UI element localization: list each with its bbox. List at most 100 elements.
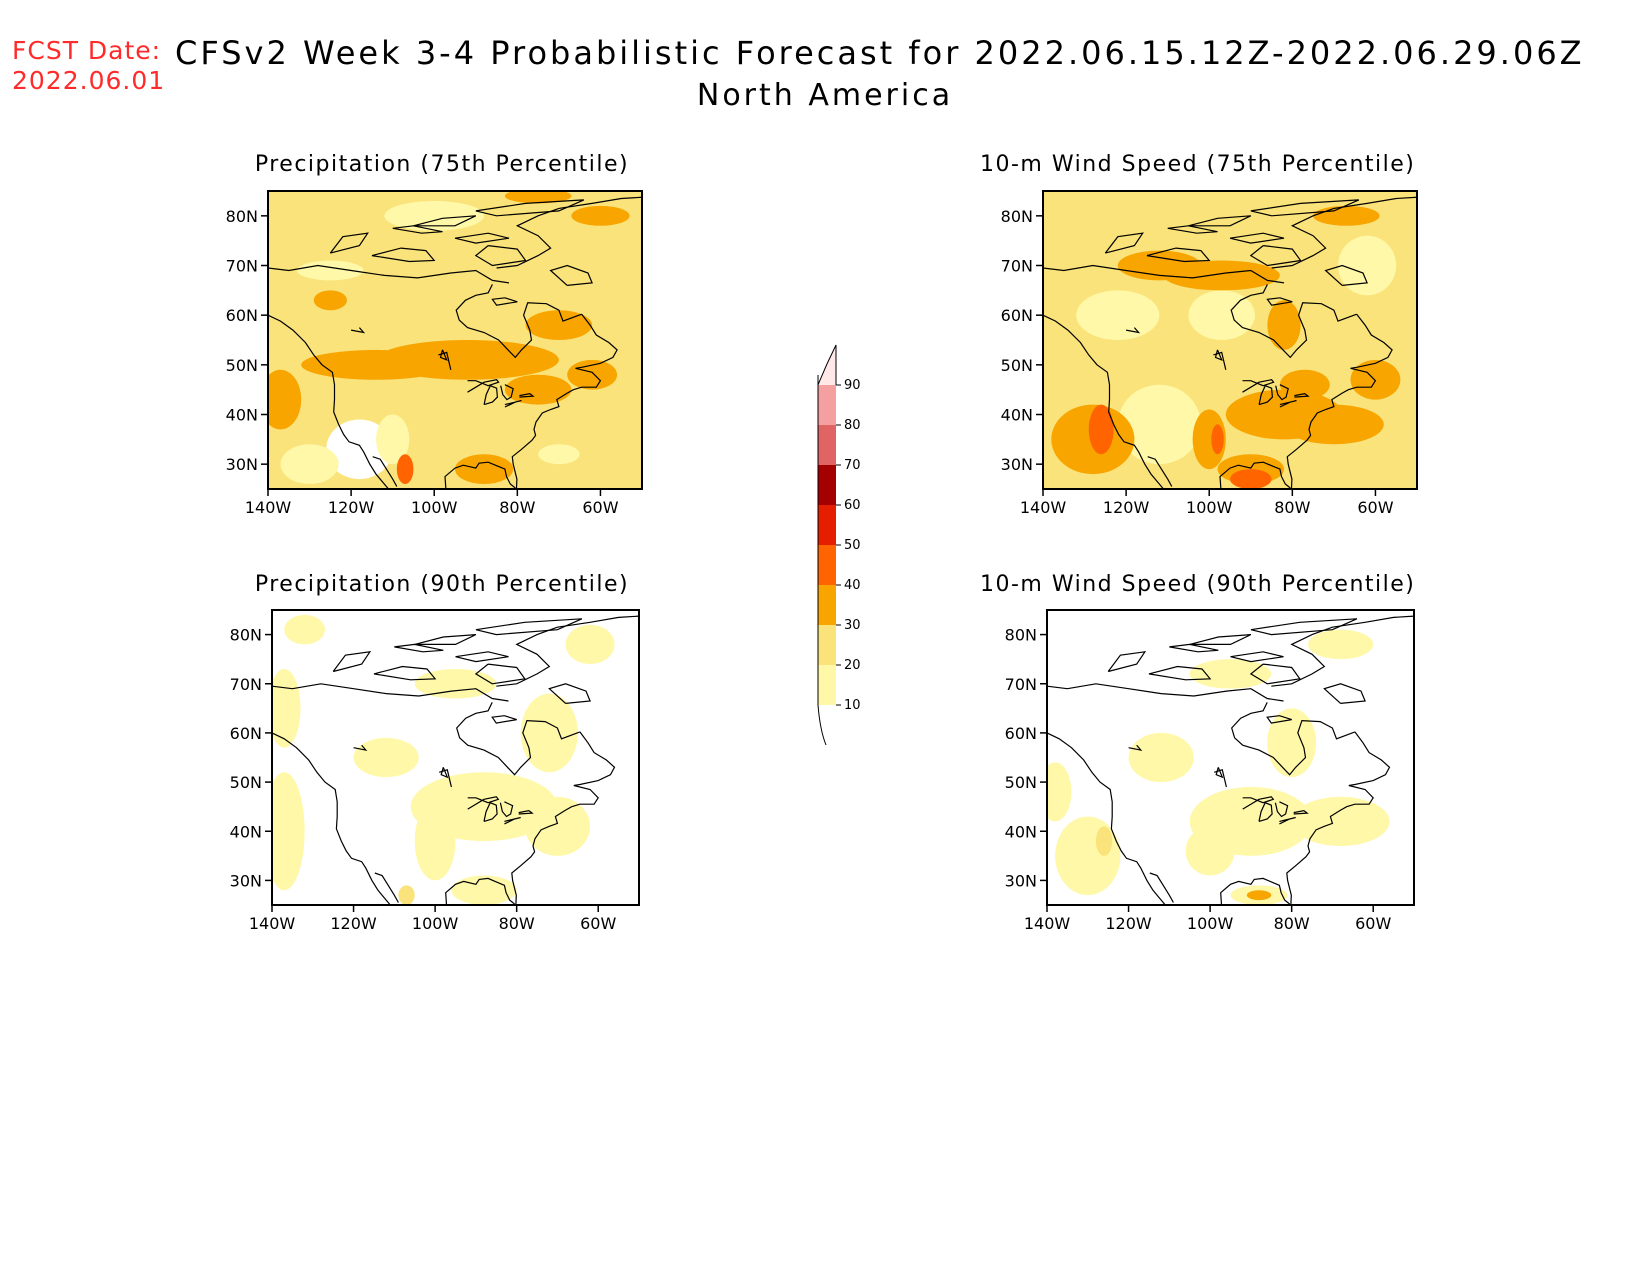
lon-label: 140W bbox=[1024, 914, 1071, 933]
lon-label: 140W bbox=[249, 914, 296, 933]
lat-label: 60N bbox=[226, 306, 258, 325]
coastline bbox=[496, 196, 642, 269]
coastline bbox=[438, 351, 452, 370]
coastline bbox=[1231, 702, 1356, 776]
coastline bbox=[504, 400, 522, 408]
coastline bbox=[511, 731, 616, 905]
coastline bbox=[1258, 801, 1273, 822]
probability-contour bbox=[1338, 235, 1397, 296]
coastline bbox=[454, 232, 510, 244]
coastline bbox=[1286, 731, 1391, 905]
coastline bbox=[392, 225, 443, 234]
probability-contour bbox=[414, 801, 456, 881]
probability-contour bbox=[376, 414, 410, 465]
probability-contour bbox=[1267, 300, 1301, 350]
coastline bbox=[1293, 809, 1309, 815]
coastline bbox=[467, 796, 500, 810]
probability-contour bbox=[504, 374, 572, 405]
probability-contour bbox=[284, 614, 326, 645]
map-field-wind90 bbox=[1047, 610, 1414, 905]
coastline bbox=[1324, 264, 1368, 286]
coastline bbox=[455, 284, 582, 359]
map-frame bbox=[1042, 190, 1418, 490]
lon-label: 100W bbox=[411, 498, 458, 517]
map-wind75: 30N 40N 50N 60N 70N 80N 140W 120W 100W 80W 60W bbox=[1001, 190, 1418, 517]
lat-label: 40N bbox=[1001, 406, 1033, 425]
lat-label: 60N bbox=[1005, 724, 1037, 743]
lon-label: 140W bbox=[1020, 498, 1067, 517]
probability-contour bbox=[571, 205, 630, 226]
coastline bbox=[1258, 384, 1274, 406]
coastline bbox=[1286, 313, 1393, 489]
colorbar-label: 40 bbox=[844, 578, 861, 593]
coastline bbox=[1249, 245, 1302, 267]
lat-label: 70N bbox=[226, 257, 258, 276]
panel-title-precip75: Precipitation (75th Percentile) bbox=[254, 152, 630, 177]
coastline bbox=[455, 651, 509, 663]
coastline bbox=[353, 744, 368, 752]
lat-label: 30N bbox=[226, 455, 258, 474]
coastline bbox=[1147, 456, 1173, 487]
coastline bbox=[518, 809, 534, 815]
coastline bbox=[474, 663, 526, 685]
coastline bbox=[491, 715, 517, 724]
probability-contour bbox=[455, 454, 514, 485]
probability-contour bbox=[1128, 732, 1194, 783]
coastline bbox=[1047, 732, 1166, 905]
lat-label: 70N bbox=[230, 675, 262, 694]
colorbar-segment bbox=[818, 665, 836, 705]
map-frame bbox=[271, 609, 640, 906]
lat-label: 80N bbox=[230, 626, 262, 645]
colorbar-label: 70 bbox=[844, 458, 861, 473]
probability-contour bbox=[1192, 409, 1226, 470]
coastline bbox=[374, 872, 399, 903]
coastline bbox=[491, 297, 518, 306]
map-wind90: 30N 40N 50N 60N 70N 80N 140W 120W 100W 80W 60W bbox=[1005, 609, 1415, 933]
coastline bbox=[519, 392, 535, 398]
probability-contour bbox=[1117, 250, 1201, 281]
probability-contour bbox=[1047, 762, 1072, 822]
probability-contour bbox=[565, 624, 615, 665]
colorbar-segment bbox=[818, 385, 836, 425]
coastline bbox=[500, 384, 514, 401]
probability-contour bbox=[353, 737, 419, 778]
lon-label: 60W bbox=[580, 914, 616, 933]
coastline bbox=[1213, 351, 1227, 370]
lat-label: 70N bbox=[1005, 675, 1037, 694]
coastline bbox=[499, 801, 514, 818]
map-field-precip75 bbox=[268, 191, 642, 489]
lat-label: 80N bbox=[226, 207, 258, 226]
probability-contour bbox=[504, 191, 572, 204]
probability-contour bbox=[520, 693, 578, 773]
map-frame bbox=[1046, 609, 1415, 906]
lon-label: 100W bbox=[1187, 914, 1234, 933]
probability-contour bbox=[280, 444, 339, 485]
lat-label: 30N bbox=[1001, 455, 1033, 474]
coastline bbox=[1242, 796, 1275, 810]
coastline bbox=[474, 245, 527, 267]
coastline bbox=[1294, 392, 1310, 398]
coastline bbox=[371, 247, 436, 263]
colorbar-segment bbox=[818, 505, 836, 545]
coastline bbox=[268, 314, 389, 489]
coastline bbox=[1107, 651, 1147, 673]
lat-label: 70N bbox=[1001, 257, 1033, 276]
lon-label: 60W bbox=[1357, 498, 1393, 517]
lon-label: 80W bbox=[499, 498, 535, 517]
lat-label: 40N bbox=[226, 406, 258, 425]
probability-contour bbox=[1291, 796, 1390, 846]
lon-label: 60W bbox=[1355, 914, 1391, 933]
probability-contour bbox=[1279, 369, 1330, 400]
lon-label: 100W bbox=[1186, 498, 1233, 517]
probability-contour bbox=[1230, 469, 1272, 489]
lat-label: 80N bbox=[1005, 626, 1037, 645]
coastline bbox=[350, 327, 366, 334]
coastline bbox=[1047, 683, 1284, 702]
coastline bbox=[1271, 196, 1417, 269]
probability-contour bbox=[567, 359, 618, 390]
colorbar-segment bbox=[818, 425, 836, 465]
probability-contour bbox=[524, 796, 591, 856]
fcst-date-label: FCST Date: bbox=[12, 36, 162, 65]
coastline bbox=[1169, 643, 1219, 653]
coastline bbox=[1125, 327, 1141, 334]
